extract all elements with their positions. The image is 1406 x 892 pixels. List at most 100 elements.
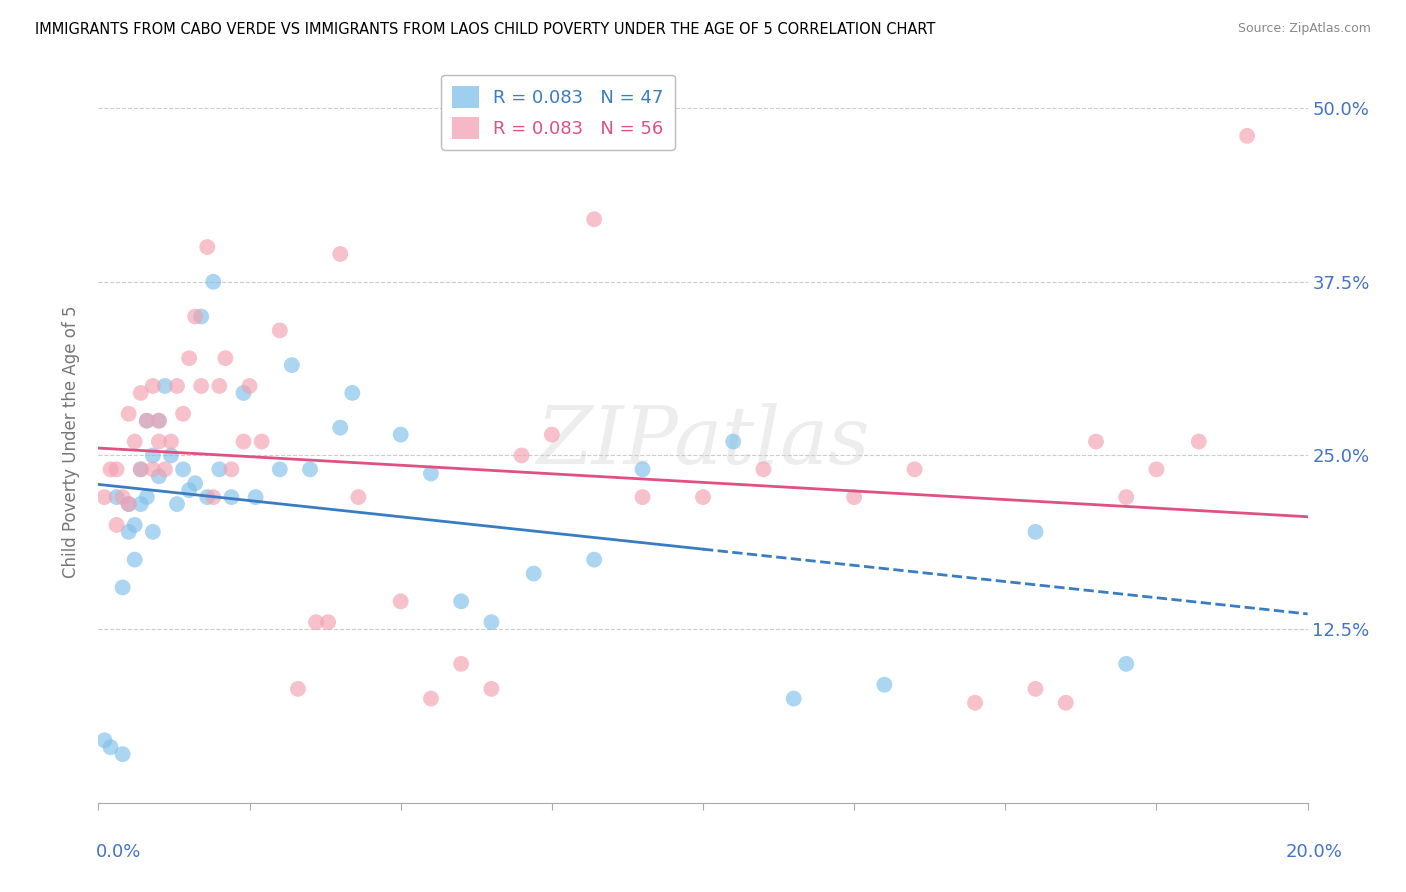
Point — [269, 462, 291, 476]
Point — [105, 490, 128, 504]
Point — [118, 497, 141, 511]
Point — [111, 490, 134, 504]
Point — [93, 733, 115, 747]
Point — [129, 462, 152, 476]
Point — [202, 275, 225, 289]
Point — [153, 462, 176, 476]
Point — [1024, 524, 1046, 539]
Point — [523, 566, 546, 581]
Text: 0.0%: 0.0% — [96, 843, 141, 861]
Point — [195, 240, 218, 254]
Point — [481, 681, 503, 696]
Point — [1188, 434, 1211, 449]
Point — [450, 594, 472, 608]
Point — [184, 476, 207, 491]
Point — [342, 385, 364, 400]
Point — [281, 358, 304, 372]
Point — [111, 747, 134, 761]
Point — [195, 490, 218, 504]
Point — [420, 691, 443, 706]
Point — [305, 615, 328, 630]
Point — [221, 462, 243, 476]
Point — [1115, 490, 1137, 504]
Point — [783, 691, 806, 706]
Point — [221, 490, 243, 504]
Point — [583, 552, 606, 566]
Point — [190, 310, 212, 324]
Point — [214, 351, 236, 366]
Point — [166, 379, 188, 393]
Point — [153, 379, 176, 393]
Point — [1115, 657, 1137, 671]
Point — [583, 212, 606, 227]
Point — [723, 434, 745, 449]
Point — [118, 524, 141, 539]
Point — [135, 490, 157, 504]
Point — [148, 414, 170, 428]
Point — [631, 462, 654, 476]
Point — [347, 490, 370, 504]
Point — [329, 247, 352, 261]
Point — [1144, 462, 1167, 476]
Point — [148, 434, 170, 449]
Legend: R = 0.083   N = 47, R = 0.083   N = 56: R = 0.083 N = 47, R = 0.083 N = 56 — [441, 75, 675, 150]
Point — [184, 310, 207, 324]
Point — [93, 490, 115, 504]
Point — [172, 462, 194, 476]
Point — [844, 490, 866, 504]
Point — [752, 462, 775, 476]
Point — [481, 615, 503, 630]
Point — [148, 414, 170, 428]
Point — [190, 379, 212, 393]
Point — [631, 490, 654, 504]
Point — [232, 434, 254, 449]
Point — [142, 379, 165, 393]
Point — [510, 449, 533, 463]
Point — [269, 323, 291, 337]
Point — [965, 696, 987, 710]
Point — [389, 594, 412, 608]
Text: Source: ZipAtlas.com: Source: ZipAtlas.com — [1237, 22, 1371, 36]
Point — [129, 462, 152, 476]
Point — [124, 552, 146, 566]
Point — [250, 434, 273, 449]
Point — [105, 462, 128, 476]
Text: 20.0%: 20.0% — [1286, 843, 1343, 861]
Point — [100, 740, 122, 755]
Text: ZIPatlas: ZIPatlas — [536, 403, 870, 480]
Point — [129, 497, 152, 511]
Point — [208, 379, 231, 393]
Point — [904, 462, 927, 476]
Point — [105, 517, 128, 532]
Point — [166, 497, 188, 511]
Point — [118, 407, 141, 421]
Point — [692, 490, 714, 504]
Point — [135, 414, 157, 428]
Point — [160, 434, 183, 449]
Y-axis label: Child Poverty Under the Age of 5: Child Poverty Under the Age of 5 — [62, 305, 80, 578]
Point — [540, 427, 562, 442]
Point — [142, 524, 165, 539]
Point — [202, 490, 225, 504]
Point — [118, 497, 141, 511]
Point — [420, 467, 443, 481]
Point — [179, 351, 201, 366]
Point — [142, 449, 165, 463]
Point — [299, 462, 322, 476]
Point — [1054, 696, 1077, 710]
Point — [239, 379, 262, 393]
Point — [1024, 681, 1046, 696]
Point — [232, 385, 254, 400]
Point — [245, 490, 267, 504]
Point — [111, 581, 134, 595]
Point — [329, 420, 352, 434]
Point — [287, 681, 309, 696]
Point — [124, 434, 146, 449]
Point — [208, 462, 231, 476]
Point — [160, 449, 183, 463]
Point — [450, 657, 472, 671]
Point — [316, 615, 339, 630]
Point — [1085, 434, 1108, 449]
Point — [389, 427, 412, 442]
Point — [179, 483, 201, 498]
